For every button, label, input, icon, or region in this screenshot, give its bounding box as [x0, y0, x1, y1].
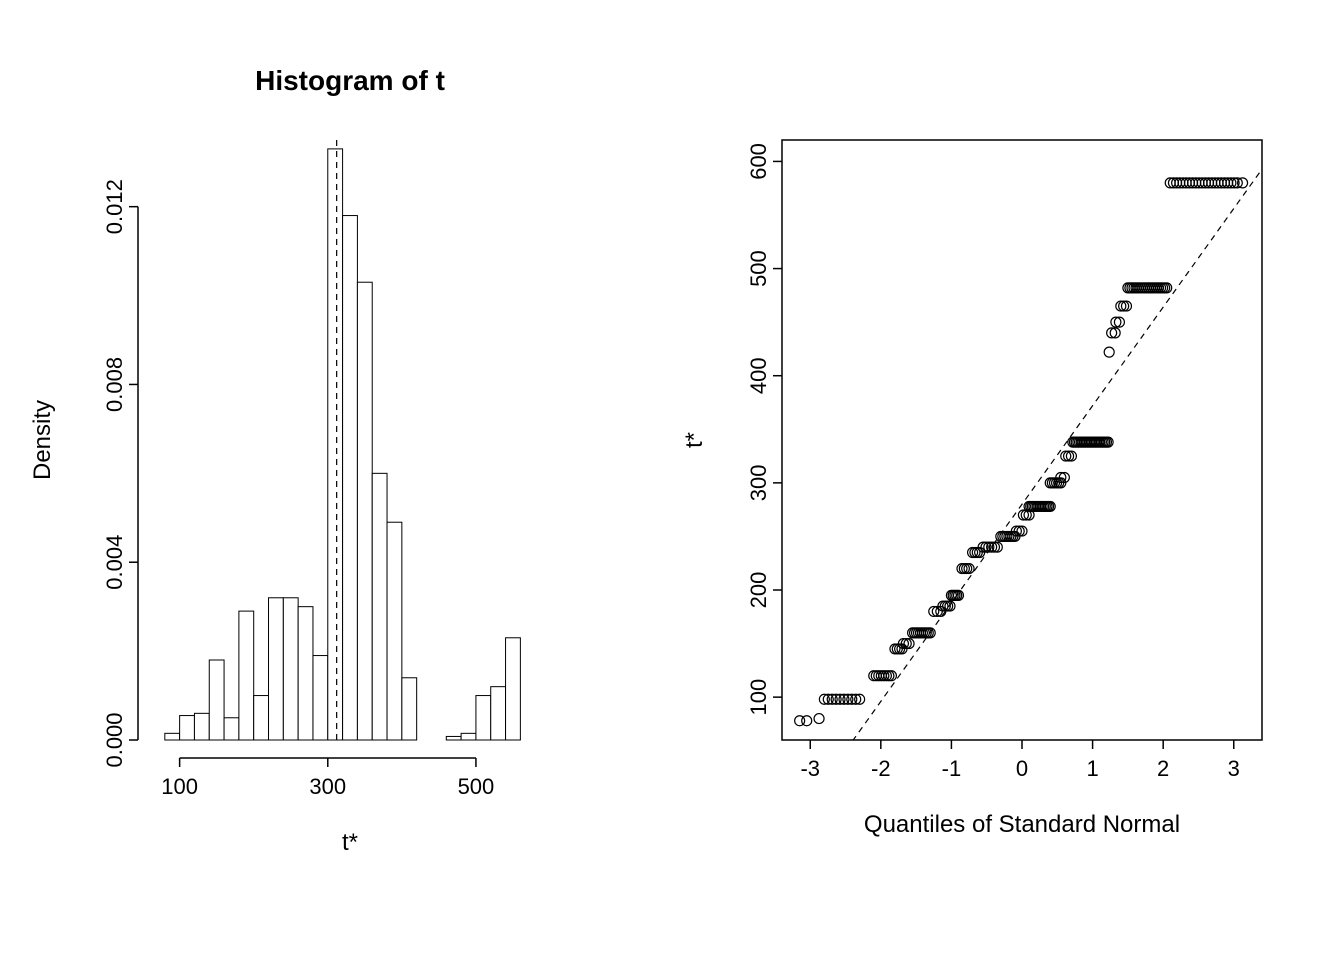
histogram-ytick-label: 0.004 [102, 535, 127, 590]
figure-canvas: 100 300 500 0.000 0.004 0.008 0.012 Histogram o… [0, 0, 1344, 960]
qq-ytick-label: 200 [746, 572, 771, 609]
histogram-xlabel: t* [342, 829, 358, 856]
histogram-title: Histogram of t [255, 65, 445, 96]
qq-xtick-label: -1 [942, 756, 962, 781]
qq-ytick-label: 100 [746, 679, 771, 716]
histogram-ytick-label: 0.012 [102, 179, 127, 234]
histogram-ytick-label: 0.000 [102, 712, 127, 767]
histogram-bar [194, 713, 209, 740]
histogram-bar [298, 607, 313, 740]
histogram-bar [372, 473, 387, 740]
histogram-bar [476, 696, 491, 740]
histogram-bar [343, 216, 358, 740]
histogram-bar [209, 660, 224, 740]
qq-xtick-label: 1 [1086, 756, 1098, 781]
qq-xtick-label: 3 [1228, 756, 1240, 781]
histogram-xtick-label: 100 [161, 774, 198, 799]
qq-ylabel: t* [681, 432, 708, 448]
histogram-bar [224, 718, 239, 740]
qq-xtick-label: -3 [800, 756, 820, 781]
histogram-bar [446, 736, 461, 740]
histogram-bar [328, 149, 343, 740]
qq-ytick-label: 500 [746, 250, 771, 287]
histogram-bar [506, 638, 521, 740]
qq-xtick-label: -2 [871, 756, 891, 781]
qq-xtick-label: 2 [1157, 756, 1169, 781]
histogram-bar [283, 598, 298, 740]
histogram-bar [269, 598, 284, 740]
histogram-bar [254, 696, 269, 740]
qq-ytick-label: 600 [746, 143, 771, 180]
histogram-bar [165, 733, 180, 740]
qq-ytick-label: 300 [746, 464, 771, 501]
histogram-bar [387, 522, 402, 740]
histogram-xtick-label: 500 [458, 774, 495, 799]
histogram-bar [491, 687, 506, 740]
histogram-ylabel: Density [29, 400, 56, 480]
histogram-ytick-label: 0.008 [102, 357, 127, 412]
qq-ytick-label: 400 [746, 357, 771, 394]
histogram-bar [402, 678, 417, 740]
histogram-bar [239, 611, 254, 740]
qq-xtick-label: 0 [1016, 756, 1028, 781]
histogram-bar [313, 656, 328, 740]
histogram-bar [180, 716, 195, 740]
histogram-xtick-label: 300 [309, 774, 346, 799]
histogram-bar [461, 733, 476, 740]
histogram-bar [357, 282, 372, 740]
qq-xlabel: Quantiles of Standard Normal [864, 811, 1180, 838]
